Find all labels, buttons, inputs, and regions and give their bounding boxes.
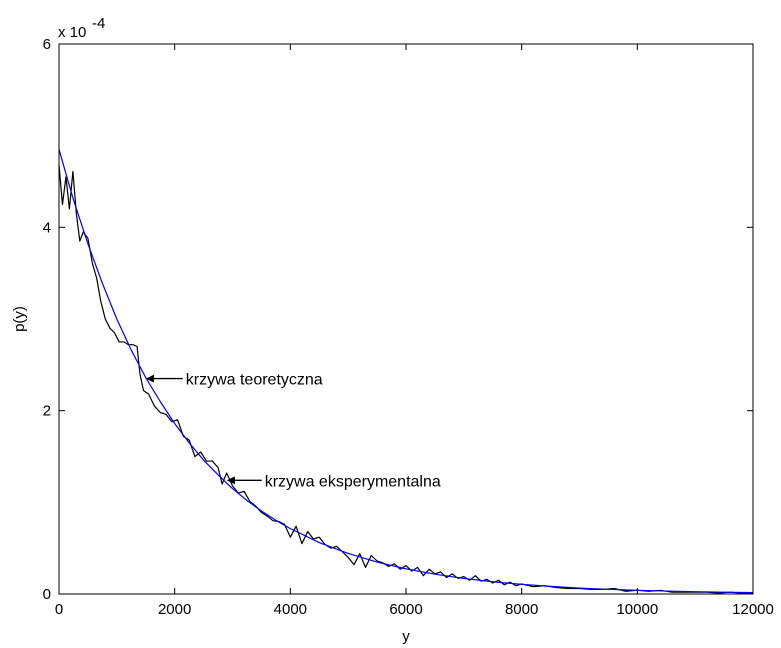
x-tick-label: 4000	[274, 601, 307, 618]
x-axis-label: y	[402, 628, 410, 645]
annotation-layer: krzywa teoretyczna krzywa eksperymentalna	[145, 372, 441, 490]
tick-layer: 0 2000 4000 6000 8000 10000 12000 0 2 4 6	[43, 36, 774, 618]
plot-background	[59, 44, 753, 594]
y-multiplier-exponent: -4	[92, 15, 105, 32]
x-tick-label: 2000	[158, 601, 191, 618]
y-tick-label: 0	[43, 586, 51, 603]
y-multiplier-base: x 10	[58, 24, 86, 41]
series-layer	[58, 149, 754, 594]
x-tick-label: 8000	[505, 601, 538, 618]
x-tick-label: 12000	[732, 601, 774, 618]
x-tick-label: 6000	[389, 601, 422, 618]
y-tick-label: 6	[43, 36, 51, 53]
y-tick-label: 4	[43, 219, 51, 236]
annotation-theoretical: krzywa teoretyczna	[186, 372, 323, 389]
y-tick-label: 2	[43, 403, 51, 420]
series-line-theoretical	[58, 149, 754, 594]
annotation-experimental: krzywa eksperymentalna	[265, 473, 441, 490]
x-tick-label: 10000	[616, 601, 658, 618]
y-axis-label: p(y)	[11, 306, 28, 332]
x-tick-label: 0	[55, 601, 63, 618]
